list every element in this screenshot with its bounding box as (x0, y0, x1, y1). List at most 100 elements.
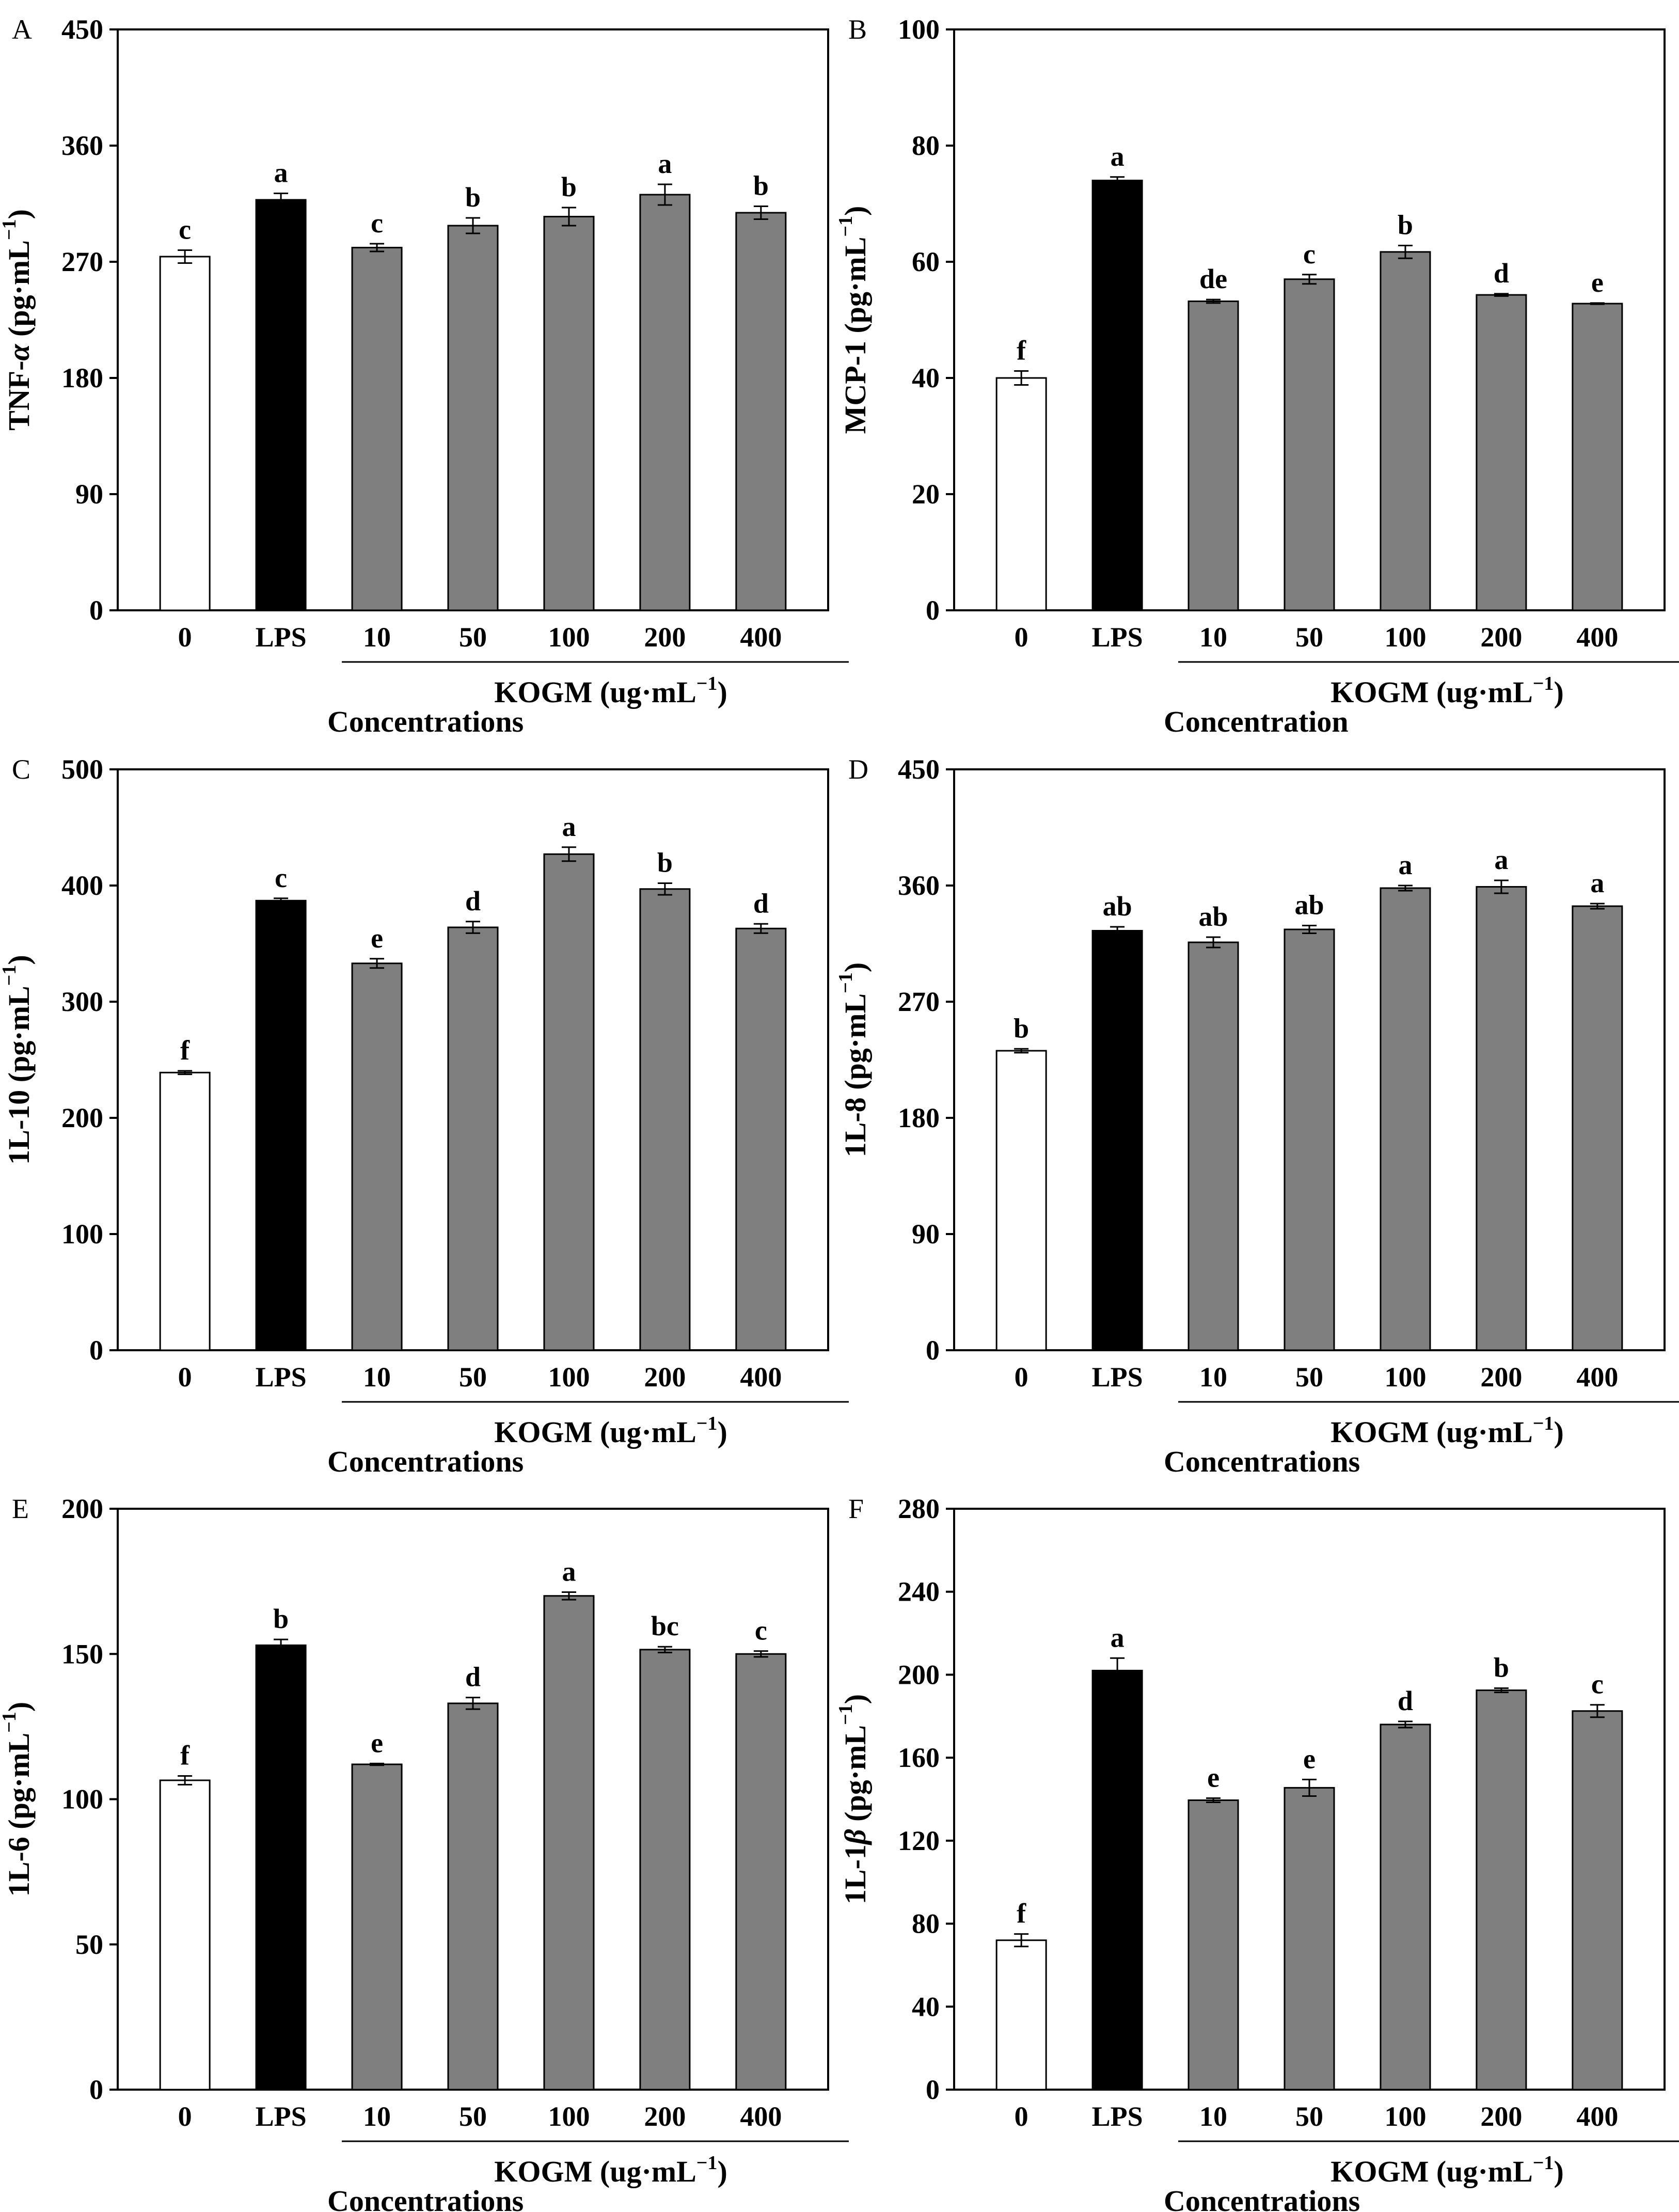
y-tick-label: 360 (898, 870, 940, 901)
significance-label: e (371, 1727, 383, 1758)
y-tick-label: 360 (61, 130, 103, 161)
x-tick-label: 400 (740, 1362, 782, 1393)
group-label: KOGM (ug·mL−1) (494, 2152, 727, 2188)
x-tick-label: LPS (256, 622, 307, 653)
significance-label: c (1303, 239, 1316, 270)
significance-label: c (1591, 1669, 1604, 1700)
bar-50 (1284, 1787, 1335, 2091)
x-tick-label: 50 (459, 2101, 487, 2132)
bar-100 (543, 853, 595, 1351)
y-tick-label: 80 (912, 130, 940, 161)
x-axis-title: Concentrations (327, 2184, 524, 2212)
chart-panel-f: F 0 40 80 120 160 200 240 280 1L-1β (pg·mL−1) f 0 a L… (835, 1493, 1679, 2212)
significance-label: ab (1103, 891, 1132, 922)
bar-200 (1476, 294, 1527, 611)
x-tick-label: 0 (178, 1362, 192, 1393)
significance-label: e (1303, 1743, 1316, 1774)
x-tick-label: LPS (1092, 1362, 1143, 1393)
x-tick-label: 100 (548, 1362, 590, 1393)
x-tick-label: 50 (1295, 1362, 1323, 1393)
bar-0 (995, 1050, 1047, 1351)
significance-label: e (371, 923, 383, 954)
bar-10 (351, 962, 403, 1351)
bar-0 (159, 1779, 211, 2091)
x-tick-label: LPS (256, 2101, 307, 2132)
bar-400 (735, 1653, 787, 2091)
bar-lps (1091, 180, 1143, 611)
y-tick-label: 120 (898, 1825, 940, 1856)
x-tick-label: 0 (1015, 2101, 1028, 2132)
significance-label: e (1207, 1762, 1219, 1793)
bar-100 (1380, 251, 1431, 611)
x-tick-label: 200 (1480, 1362, 1522, 1393)
bar-200 (1476, 886, 1527, 1351)
x-axis-title: Concentrations (327, 1445, 524, 1478)
bar-10 (351, 1763, 403, 2091)
y-tick-label: 270 (61, 246, 103, 277)
y-axis-title: 1L-10 (pg·mL−1) (0, 955, 36, 1164)
significance-label: a (1494, 844, 1508, 875)
y-tick-label: 100 (898, 14, 940, 45)
y-tick-label: 0 (89, 1335, 103, 1366)
x-axis-title: Concentrations (327, 705, 524, 738)
significance-label: c (275, 862, 287, 893)
bar-0 (995, 377, 1047, 611)
significance-label: f (180, 1740, 190, 1771)
significance-label: b (1494, 1652, 1509, 1683)
x-tick-label: 100 (548, 2101, 590, 2132)
x-tick-label: LPS (256, 1362, 307, 1393)
y-tick-label: 240 (898, 1576, 940, 1607)
x-tick-label: 50 (459, 1362, 487, 1393)
significance-label: c (755, 1615, 767, 1646)
bar-50 (1284, 278, 1335, 611)
bar-lps (1091, 1669, 1143, 2091)
x-tick-label: 10 (363, 2101, 391, 2132)
x-tick-label: 10 (1199, 622, 1227, 653)
y-tick-label: 40 (912, 362, 940, 393)
y-tick-label: 280 (898, 1493, 940, 1524)
significance-label: b (561, 171, 577, 202)
y-tick-label: 90 (912, 1219, 940, 1250)
bar-200 (639, 888, 691, 1351)
y-tick-label: 450 (898, 754, 940, 785)
y-tick-label: 200 (898, 1659, 940, 1690)
significance-label: b (753, 170, 769, 201)
bar-0 (995, 1939, 1047, 2091)
bar-50 (447, 1702, 499, 2091)
bar-50 (447, 926, 499, 1351)
significance-label: b (273, 1603, 289, 1634)
x-tick-label: 0 (1015, 1362, 1028, 1393)
group-label: KOGM (ug·mL−1) (1330, 673, 1563, 709)
panel-letter: E (12, 1493, 29, 1524)
bar-400 (1572, 905, 1623, 1351)
x-tick-label: 400 (1576, 1362, 1618, 1393)
y-tick-label: 180 (898, 1102, 940, 1133)
x-tick-label: 0 (178, 2101, 192, 2132)
significance-label: b (465, 182, 481, 213)
y-axis-title: TNF-α (pg·mL−1) (0, 209, 36, 431)
y-tick-label: 0 (89, 595, 103, 626)
bar-200 (639, 1649, 691, 2091)
y-tick-label: 150 (61, 1638, 103, 1669)
x-tick-label: 50 (459, 622, 487, 653)
x-tick-label: 10 (1199, 1362, 1227, 1393)
bar-400 (735, 927, 787, 1351)
significance-label: a (658, 148, 672, 179)
x-tick-label: 200 (644, 622, 686, 653)
chart-panel-d: D 0 90 180 270 360 450 1L-8 (pg·mL−1) b 0 ab LPS ab 1… (835, 754, 1679, 1478)
significance-label: d (1494, 258, 1509, 289)
significance-label: a (274, 157, 288, 188)
bar-400 (1572, 1710, 1623, 2091)
bar-400 (1572, 303, 1623, 611)
bar-10 (1187, 1799, 1239, 2091)
x-tick-label: 200 (644, 1362, 686, 1393)
bar-10 (351, 247, 403, 611)
panel-letter: B (848, 14, 867, 45)
x-tick-label: 400 (1576, 622, 1618, 653)
y-tick-label: 80 (912, 1908, 940, 1939)
x-tick-label: 200 (644, 2101, 686, 2132)
x-tick-label: 200 (1480, 622, 1522, 653)
y-tick-label: 270 (898, 986, 940, 1017)
y-axis-title: MCP-1 (pg·mL−1) (835, 206, 872, 434)
